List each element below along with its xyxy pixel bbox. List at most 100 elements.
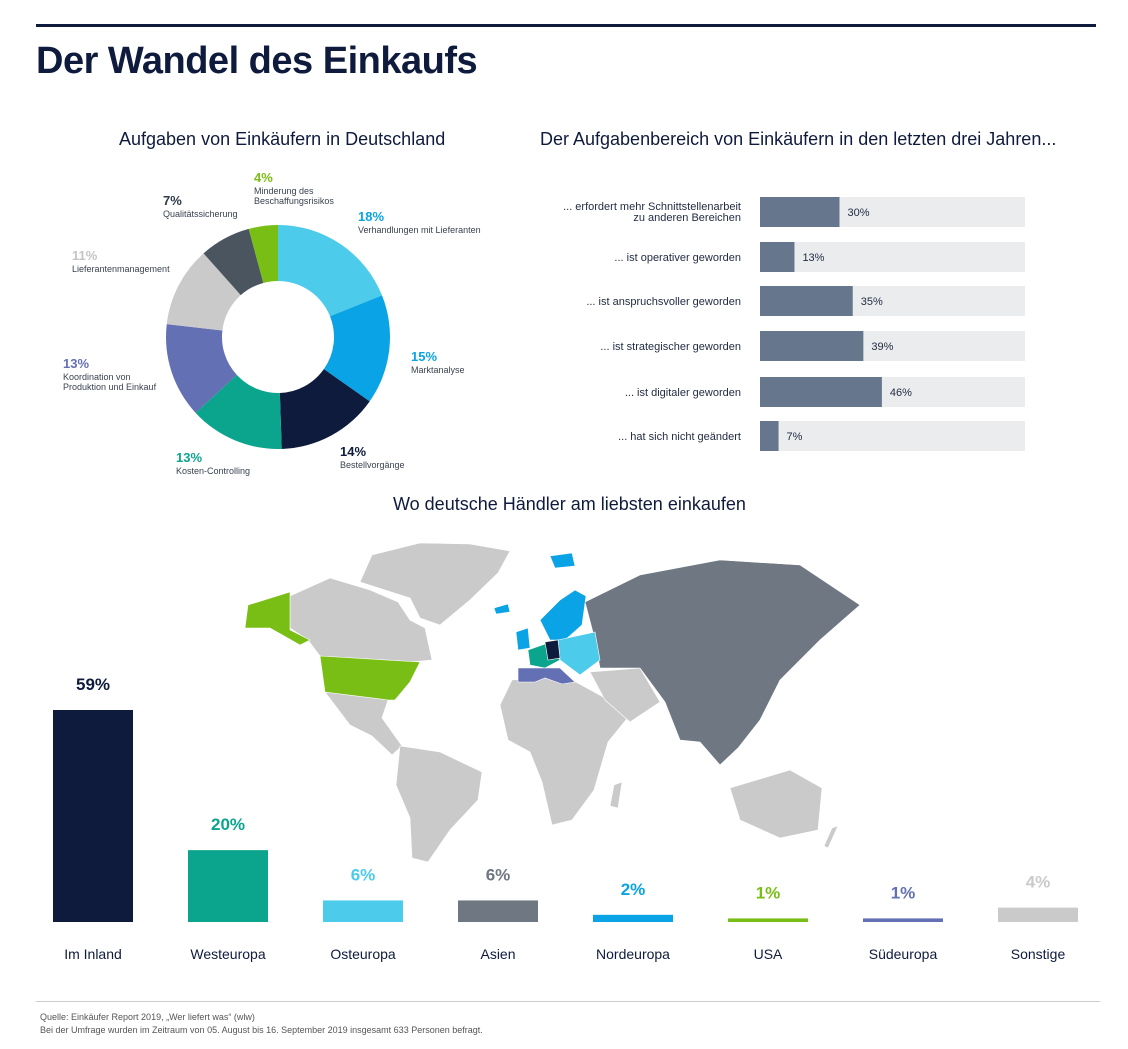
south-europe-shape (517, 667, 576, 685)
region-bar-value: 6% (351, 865, 376, 884)
donut-slice-value: 18% (358, 209, 384, 224)
donut-slice-value: 4% (254, 170, 273, 185)
donut-slice-label: Lieferantenmanagement (72, 264, 170, 274)
donut-slice-label: Minderung des (254, 186, 314, 196)
bars-title: Der Aufgabenbereich von Einkäufern in de… (540, 129, 1057, 149)
donut-slice-label: Qualitätssicherung (163, 209, 238, 219)
south-america-shape (395, 745, 483, 863)
region-bar-value: 4% (1026, 873, 1051, 892)
donut-slice-value: 11% (72, 248, 98, 263)
madagascar-shape (609, 781, 623, 809)
donut-slice (166, 253, 241, 331)
iceland-shape (493, 603, 511, 615)
region-bar (998, 907, 1078, 922)
donut-slice (166, 324, 237, 413)
bar-value-label: 30% (848, 207, 870, 219)
donut-slice-value: 13% (63, 356, 89, 371)
region-bar-value: 6% (486, 865, 511, 884)
donut-slice-label: Beschaffungsrisikos (254, 196, 334, 206)
mexico-shape (324, 691, 403, 756)
donut-slice-label: Kosten-Controlling (176, 466, 250, 476)
region-bar-label: Südeuropa (869, 946, 938, 962)
canada-shape (289, 577, 433, 663)
greenland-shape (359, 542, 511, 626)
north-europe-shape (539, 589, 587, 641)
map-landmass-other (289, 542, 839, 863)
asia-shape (584, 559, 861, 766)
bar-track (760, 242, 1025, 272)
bar-track (760, 331, 1025, 361)
bar-category-label: ... ist anspruchsvoller geworden (586, 296, 741, 308)
donut-slice-value: 13% (176, 450, 202, 465)
donut-slice-label: Bestellvorgänge (340, 460, 405, 470)
map-landmass-highlighted (244, 552, 861, 766)
region-bar (863, 918, 943, 922)
svalbard-shape (549, 552, 576, 569)
region-bar (323, 900, 403, 922)
bar-category-label: ... hat sich nicht geändert (618, 431, 741, 443)
bar-value-label: 46% (890, 387, 912, 399)
bar-track (760, 197, 1025, 227)
bar-value-label: 13% (802, 252, 824, 264)
bar (760, 286, 853, 316)
bar-track (760, 286, 1025, 316)
bar-track (760, 377, 1025, 407)
region-bar (728, 918, 808, 922)
region-bar-label: Sonstige (1011, 946, 1066, 962)
west-europe-shape (527, 642, 561, 669)
bar-value-label: 39% (871, 341, 893, 353)
middle-east-shape (589, 667, 661, 723)
bar-category-label: ... ist digitaler geworden (625, 387, 741, 399)
region-bar-value: 2% (621, 880, 646, 899)
bar (760, 421, 779, 451)
region-bar-value: 1% (756, 883, 781, 902)
donut-slice-label: Koordination von (63, 372, 131, 382)
germany-shape (544, 639, 561, 661)
region-bar (458, 900, 538, 922)
alaska-shape (244, 591, 311, 646)
africa-shape (499, 675, 631, 826)
bar-category-label: ... ist strategischer geworden (600, 341, 741, 353)
footer: Quelle: Einkäufer Report 2019, „Wer lief… (40, 1011, 483, 1037)
page-title: Der Wandel des Einkaufs (36, 40, 478, 82)
usa-shape (319, 655, 421, 701)
region-bar-value: 1% (891, 883, 916, 902)
bar-category-label: ... ist operativer geworden (614, 252, 741, 264)
donut-slice-value: 14% (340, 444, 366, 459)
donut-slice-label: Verhandlungen mit Lieferanten (358, 225, 481, 235)
region-bar-label: Osteuropa (330, 946, 396, 962)
region-bar (593, 914, 673, 922)
donut-slice-label: Produktion und Einkauf (63, 382, 157, 392)
donut-slice (195, 374, 282, 449)
region-bar-value: 59% (76, 675, 110, 694)
region-bar-label: Im Inland (64, 946, 122, 962)
donut-slice (279, 369, 370, 449)
top-rule (36, 24, 1096, 27)
region-bar (53, 710, 133, 922)
bar (760, 377, 882, 407)
uk-shape (515, 627, 531, 651)
east-europe-shape (557, 631, 601, 676)
bar-value-label: 35% (861, 296, 883, 308)
source-text: Quelle: Einkäufer Report 2019, „Wer lief… (40, 1012, 255, 1022)
region-bar-label: Asien (480, 946, 515, 962)
donut-slice (203, 228, 264, 296)
map-title: Wo deutsche Händler am liebsten einkaufe… (393, 494, 746, 514)
donut-title: Aufgaben von Einkäufern in Deutschland (119, 129, 446, 149)
donut-slice-value: 7% (163, 193, 182, 208)
bar (760, 331, 864, 361)
donut-slice (248, 225, 278, 283)
region-bar-label: Westeuropa (190, 946, 265, 962)
region-bar-value: 20% (211, 815, 245, 834)
donut-slice-label: Marktanalyse (411, 365, 465, 375)
donut-slice-value: 15% (411, 349, 437, 364)
bar-category-label: ... erfordert mehr Schnittstellenarbeit (563, 201, 741, 213)
region-bar-label: USA (754, 946, 783, 962)
bar-category-label: zu anderen Bereichen (633, 212, 741, 224)
new-zealand-shape (823, 825, 839, 849)
donut-slice (278, 225, 382, 317)
